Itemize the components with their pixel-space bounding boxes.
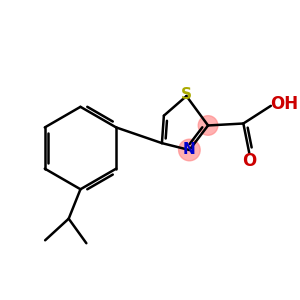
Text: N: N xyxy=(183,142,196,158)
Text: S: S xyxy=(181,87,192,102)
Text: OH: OH xyxy=(271,95,298,113)
Circle shape xyxy=(198,116,218,135)
Text: O: O xyxy=(242,152,256,170)
Circle shape xyxy=(178,139,200,161)
